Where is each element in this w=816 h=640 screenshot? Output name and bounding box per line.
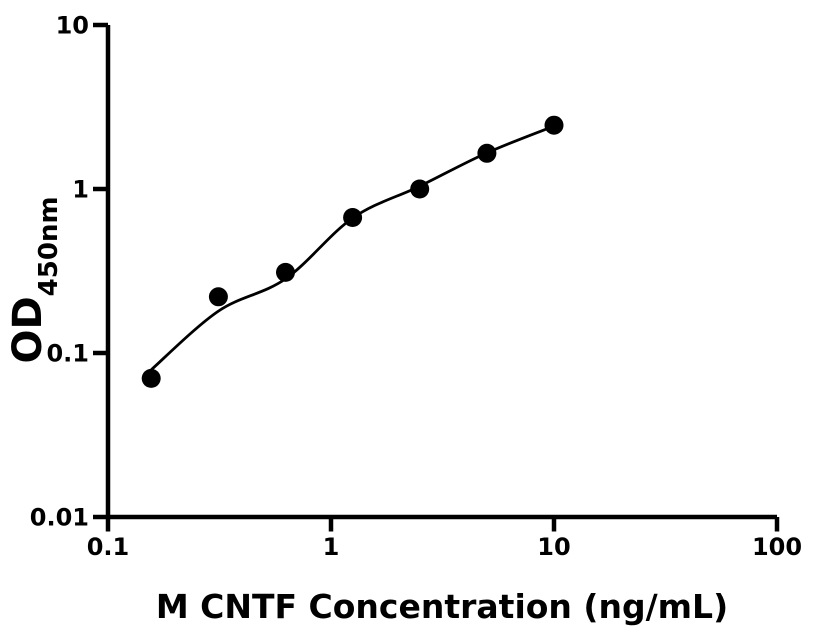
y-tick-label: 0.1 (46, 340, 89, 368)
x-tick-label: 1 (323, 533, 340, 561)
y-tick-label: 10 (56, 12, 89, 40)
y-axis-title-main: OD (5, 296, 51, 363)
data-point (544, 115, 564, 135)
data-point (410, 179, 430, 199)
data-point (276, 262, 295, 282)
data-point (343, 208, 363, 227)
data-point (477, 143, 497, 163)
data-point (208, 287, 228, 307)
x-tick-label: 0.1 (87, 533, 130, 561)
y-axis-title: OD450nm (5, 196, 64, 363)
y-tick-label: 0.01 (30, 504, 89, 532)
axis-spine (105, 25, 777, 520)
y-tick-label: 1 (72, 176, 89, 204)
fit-curve (150, 124, 555, 371)
x-tick-label: 100 (752, 533, 802, 561)
data-point (141, 368, 161, 388)
y-axis-title-subscript: 450nm (34, 196, 64, 296)
x-tick-label: 10 (537, 533, 570, 561)
x-axis-title: M CNTF Concentration (ng/mL) (156, 587, 728, 626)
